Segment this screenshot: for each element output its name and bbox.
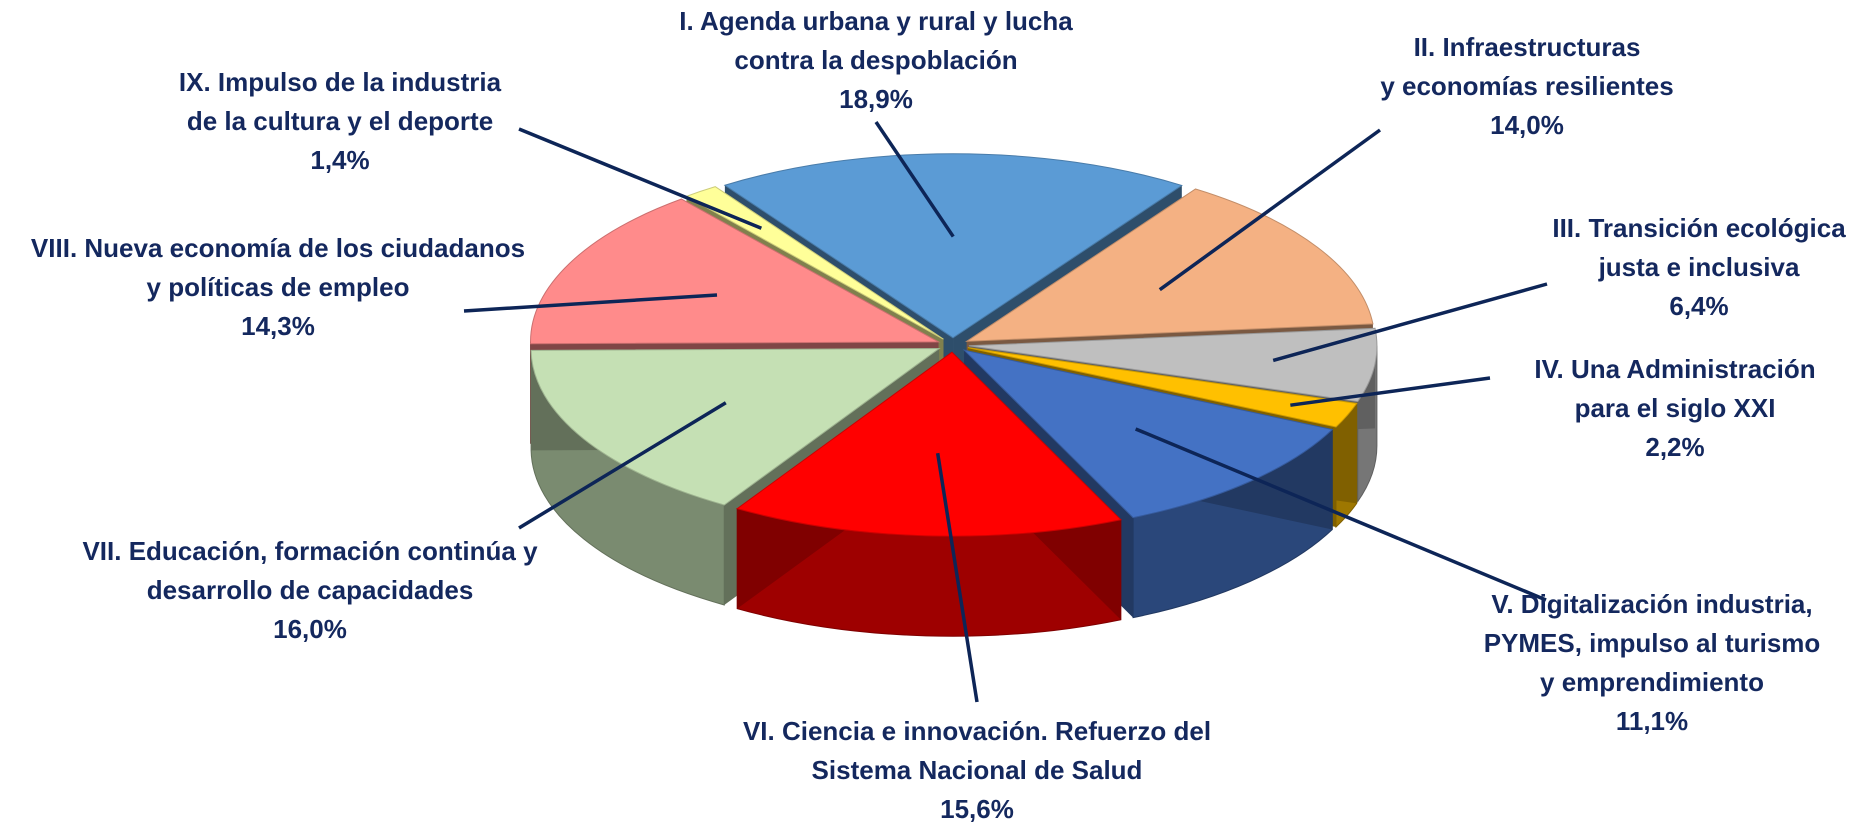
leader-line (518, 127, 763, 230)
value-label: 16,0% (273, 614, 347, 644)
leader-line (935, 452, 979, 703)
leader-line (1290, 376, 1491, 407)
category-label: IX. Impulso de la industria de la cultur… (178, 67, 502, 136)
slice (530, 198, 941, 345)
leader-line (1272, 282, 1548, 363)
value-label: 6,4% (1669, 291, 1729, 321)
category-label: II. Infraestructuras y economías resilie… (1380, 32, 1674, 101)
slice (723, 153, 1183, 339)
leader-line (1134, 427, 1547, 602)
value-label: 15,6% (940, 794, 1014, 824)
leader-line (1158, 128, 1382, 292)
category-label: V. Digitalización industria, PYMES, impu… (1483, 589, 1821, 697)
category-label: VII. Educación, formación continúa y des… (82, 536, 538, 605)
value-label: 2,2% (1645, 432, 1705, 462)
value-label: 14,0% (1490, 110, 1564, 140)
category-label: I. Agenda urbana y rural y lucha contra … (679, 6, 1073, 75)
slice (964, 188, 1374, 342)
category-label: VIII. Nueva economía de los ciudadanos y… (30, 233, 526, 302)
value-label: 18,9% (839, 84, 913, 114)
slice (967, 347, 1358, 428)
slice (530, 348, 941, 506)
value-label: 1,4% (310, 145, 370, 175)
leader-line (463, 293, 718, 313)
category-label: III. Transición ecológica justa e inclus… (1552, 213, 1846, 282)
value-label: 14,3% (241, 311, 315, 341)
value-label: 11,1% (1615, 706, 1689, 736)
slice (736, 351, 1122, 537)
leader-line (518, 401, 727, 530)
leader-line (874, 121, 955, 238)
category-label: VI. Ciencia e innovación. Refuerzo del S… (742, 716, 1212, 785)
category-label: IV. Una Administración para el siglo XXI (1534, 354, 1816, 423)
